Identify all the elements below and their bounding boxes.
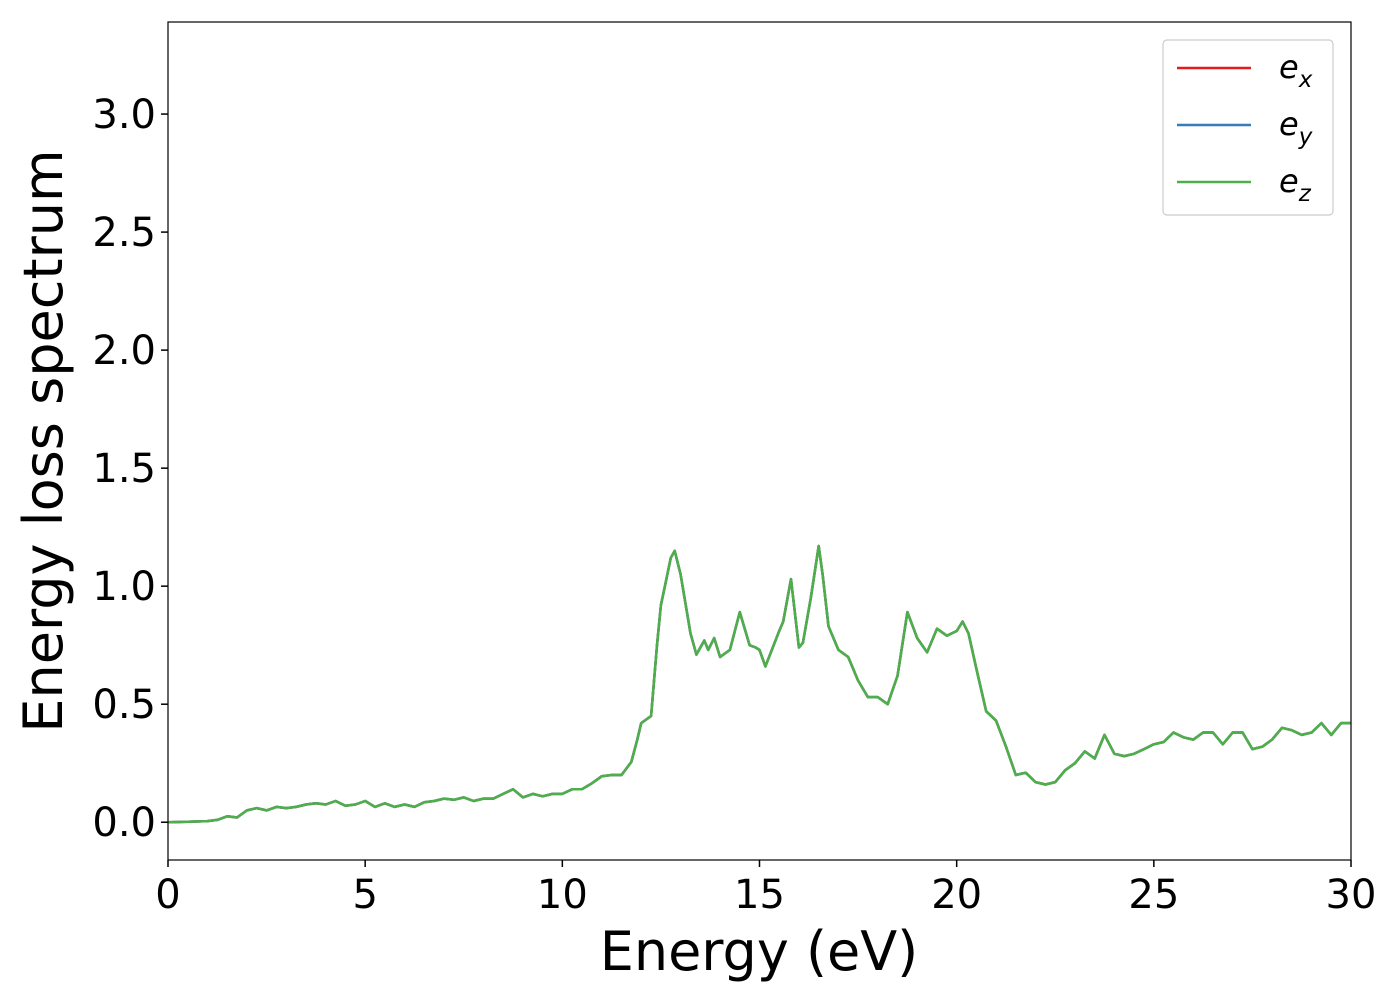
y-tick-label: 0.5 [92,682,156,728]
x-axis-label: Energy (eV) [600,920,919,983]
x-tick-label: 10 [537,872,588,918]
plot-area [168,22,1351,860]
legend-box [1162,39,1334,216]
y-tick-label: 2.5 [92,210,156,256]
y-tick-label: 1.5 [92,446,156,492]
legend-label: ez [1279,162,1312,207]
x-tick-label: 20 [931,872,982,918]
legend-label: ey [1279,105,1313,150]
x-tick-label: 15 [734,872,785,918]
data-line [167,544,1351,824]
y-tick-label: 3.0 [92,92,156,138]
x-tick-label: 25 [1128,872,1179,918]
y-tick-label: 0.0 [92,800,156,846]
y-tick-label: 1.0 [92,564,156,610]
x-tick-label: 0 [155,872,180,918]
plot-frame [167,21,1352,861]
y-tick-label: 2.0 [92,328,156,374]
legend-label: ex [1279,48,1313,93]
y-axis-label: Energy loss spectrum [12,149,75,732]
x-tick-label: 5 [352,872,377,918]
x-tick-label: 30 [1326,872,1377,918]
